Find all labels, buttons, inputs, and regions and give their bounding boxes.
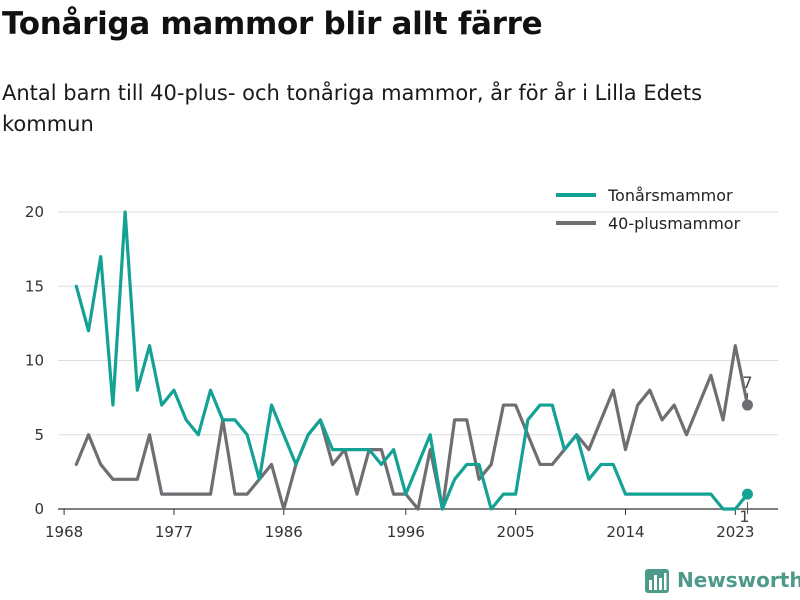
end-point-tonarsmammor — [741, 488, 753, 500]
chart-subtitle: Antal barn till 40-plus- och tonåriga ma… — [2, 81, 703, 136]
legend-label: Tonårsmammor — [607, 186, 733, 205]
series-line-tonarsmammor — [74, 210, 750, 511]
x-tick-label: 1977 — [155, 523, 193, 541]
y-tick-label: 10 — [25, 352, 44, 370]
series-line-40-plusmammor — [74, 344, 750, 511]
y-tick-label: 5 — [34, 426, 44, 444]
legend: Tonårsmammor 40-plusmammor — [556, 186, 741, 233]
chart-title: Tonåriga mammor blir allt färre — [2, 6, 543, 42]
y-tick-label: 0 — [34, 500, 44, 518]
newsworthy-logo-icon — [645, 569, 669, 593]
y-tick-label: 15 — [25, 277, 44, 295]
newsworthy-brand: Newsworthy — [644, 566, 800, 594]
x-tick-label: 1986 — [265, 523, 303, 541]
end-label-tonarsmammor: 1 — [739, 507, 749, 526]
brand-name: Newsworthy — [677, 568, 800, 592]
end-point-40-plusmammor — [741, 399, 753, 411]
y-tick-label: 20 — [25, 203, 44, 221]
series-group: 71 — [74, 210, 753, 526]
end-label-40-plusmammor: 7 — [742, 373, 752, 392]
x-tick-label: 1996 — [387, 523, 425, 541]
x-tick-label: 2023 — [716, 523, 754, 541]
x-axis: 1968 1977 1986 1996 2005 2014 2023 — [45, 508, 778, 541]
x-tick-label: 2014 — [606, 523, 644, 541]
x-tick-label: 1968 — [45, 523, 83, 541]
legend-label: 40-plusmammor — [608, 214, 741, 233]
y-axis-ticks: 0 5 10 15 20 — [25, 203, 44, 518]
x-tick-label: 2005 — [497, 523, 535, 541]
